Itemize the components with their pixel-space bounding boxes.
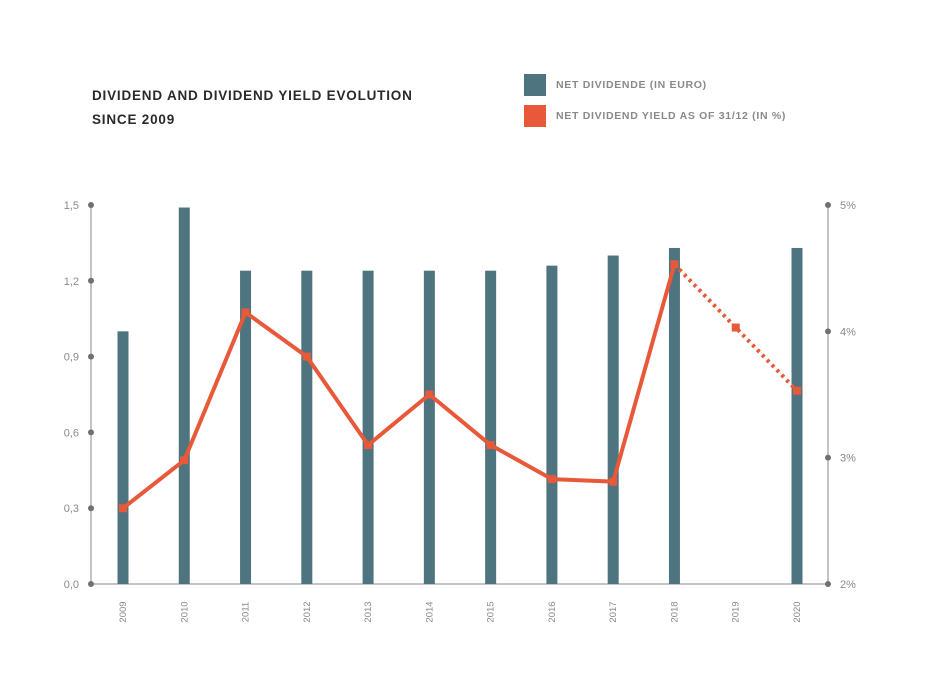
y-left-tick-dot: [88, 505, 94, 512]
legend-swatch-yield: [524, 105, 546, 127]
bar-2020: [791, 247, 803, 584]
chart-title: DIVIDEND AND DIVIDEND YIELD EVOLUTION SI…: [92, 84, 413, 132]
bar-2012: [301, 270, 313, 584]
y-left-tick-dot: [88, 581, 94, 587]
yield-point-2019: [731, 323, 740, 332]
chart-title-line2: SINCE 2009: [92, 112, 176, 127]
yield-point-2017: [609, 477, 618, 486]
bar-2013: [362, 270, 374, 584]
bar-2017: [607, 255, 619, 585]
legend-item-dividend: NET DIVIDENDE (IN EURO): [524, 74, 786, 96]
x-tick-label-2015: 2015: [486, 601, 497, 622]
x-tick-label-2018: 2018: [669, 601, 680, 622]
y-right-tick-dot: [825, 581, 831, 587]
y-right-tick-dot: [825, 454, 831, 461]
yield-point-2011: [241, 308, 250, 317]
y-left-tick-dot: [88, 353, 94, 360]
yield-point-2020: [793, 386, 801, 395]
y-left-tick-dot: [88, 202, 94, 208]
x-tick-label-2014: 2014: [424, 601, 435, 622]
yield-point-2009: [119, 504, 127, 513]
bar-2009: [117, 331, 129, 584]
yield-point-2013: [364, 441, 373, 450]
x-tick-label-2009: 2009: [118, 601, 129, 622]
y-left-tick-label: 0,0: [64, 579, 79, 591]
y-right-tick-label: 3%: [840, 453, 856, 465]
y-right-tick-dot: [825, 328, 831, 335]
x-tick-label-2010: 2010: [179, 601, 190, 622]
yield-point-2010: [180, 456, 189, 465]
yield-point-2015: [486, 441, 495, 450]
y-left-tick-label: 0,3: [64, 503, 79, 515]
legend-label-dividend: NET DIVIDENDE (IN EURO): [556, 79, 707, 91]
y-right-tick-label: 5%: [840, 200, 856, 212]
y-right-tick-label: 2%: [840, 579, 856, 591]
legend-label-yield: NET DIVIDEND YIELD AS OF 31/12 (IN %): [556, 110, 787, 122]
x-tick-label-2012: 2012: [302, 601, 313, 622]
yield-point-2014: [425, 390, 434, 399]
bar-2015: [485, 270, 497, 584]
legend: NET DIVIDENDE (IN EURO) NET DIVIDEND YIE…: [524, 74, 786, 136]
yield-point-2018: [670, 260, 679, 269]
yield-line-dotted: [673, 262, 799, 393]
bar-2016: [546, 265, 558, 584]
x-tick-label-2017: 2017: [608, 601, 619, 622]
y-left-tick-label: 0,9: [64, 352, 79, 364]
x-tick-label-2011: 2011: [241, 602, 252, 622]
x-tick-label-2016: 2016: [547, 601, 558, 622]
y-right-tick-label: 4%: [840, 326, 856, 338]
x-tick-label-2020: 2020: [792, 601, 803, 622]
bar-2010: [178, 207, 190, 584]
chart-title-line1: DIVIDEND AND DIVIDEND YIELD EVOLUTION: [92, 88, 413, 103]
bar-2014: [423, 270, 435, 584]
y-left-tick-label: 0,6: [64, 427, 79, 439]
legend-item-yield: NET DIVIDEND YIELD AS OF 31/12 (IN %): [524, 105, 786, 127]
yield-point-2012: [302, 352, 311, 361]
y-left-tick-label: 1,5: [64, 200, 79, 212]
bar-2011: [240, 270, 252, 584]
yield-line-solid: [121, 262, 677, 511]
legend-swatch-dividend: [524, 74, 546, 96]
y-left-tick-dot: [88, 429, 94, 436]
x-tick-label-2013: 2013: [363, 601, 374, 622]
x-tick-label-2019: 2019: [731, 601, 742, 622]
y-right-tick-dot: [825, 202, 831, 208]
y-left-tick-dot: [88, 277, 94, 284]
bar-2018: [668, 247, 680, 584]
y-left-tick-label: 1,2: [64, 276, 79, 288]
yield-point-2016: [547, 475, 556, 484]
